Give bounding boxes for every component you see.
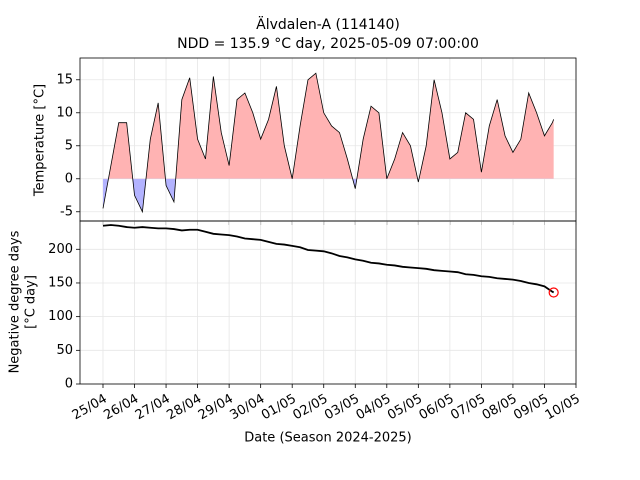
chart-title: Älvdalen-A (114140) <box>256 15 400 33</box>
x-tick-label: 07/05 <box>448 392 488 424</box>
x-tick-label: 29/04 <box>196 392 236 424</box>
y-tick-label: 100 <box>48 309 73 324</box>
y-axis-label: Negative degree days <box>8 230 23 373</box>
y-tick-label: 0 <box>65 171 73 186</box>
area-negative <box>102 178 420 212</box>
x-tick-label: 02/05 <box>291 392 331 424</box>
y-tick-label: 10 <box>56 105 73 120</box>
x-tick-label: 09/05 <box>511 392 551 424</box>
y-tick-label: 50 <box>56 343 73 358</box>
y-tick-label: 200 <box>48 242 73 257</box>
y-axis-label: Temperature [°C] <box>33 84 48 197</box>
x-tick-label: 03/05 <box>322 392 362 424</box>
x-tick-label: 28/04 <box>164 392 204 424</box>
x-tick-label: 04/05 <box>354 392 394 424</box>
y-axis-label: [°C day] <box>24 275 39 329</box>
chart-subtitle: NDD = 135.9 °C day, 2025-05-09 07:00:00 <box>177 36 479 52</box>
y-tick-label: 0 <box>65 377 73 392</box>
x-tick-label: 10/05 <box>543 392 583 424</box>
x-tick-label: 06/05 <box>417 392 457 424</box>
line <box>102 224 555 294</box>
axes-frame <box>79 220 577 385</box>
x-tick-label: 30/04 <box>227 392 267 424</box>
x-tick-label: 05/05 <box>385 392 425 424</box>
x-tick-label: 01/05 <box>259 392 299 424</box>
x-tick-label: 26/04 <box>101 392 141 424</box>
line <box>102 72 555 214</box>
y-tick-label: -5 <box>60 204 73 219</box>
x-tick-label: 25/04 <box>70 392 110 424</box>
x-axis-label: Date (Season 2024-2025) <box>244 431 412 446</box>
y-tick-label: 150 <box>48 275 73 290</box>
end-marker <box>548 287 559 298</box>
x-tick-label: 08/05 <box>480 392 520 424</box>
y-tick-label: 5 <box>65 138 73 153</box>
area-positive <box>102 73 554 179</box>
x-tick-label: 27/04 <box>133 392 173 424</box>
y-tick-label: 15 <box>56 72 73 87</box>
